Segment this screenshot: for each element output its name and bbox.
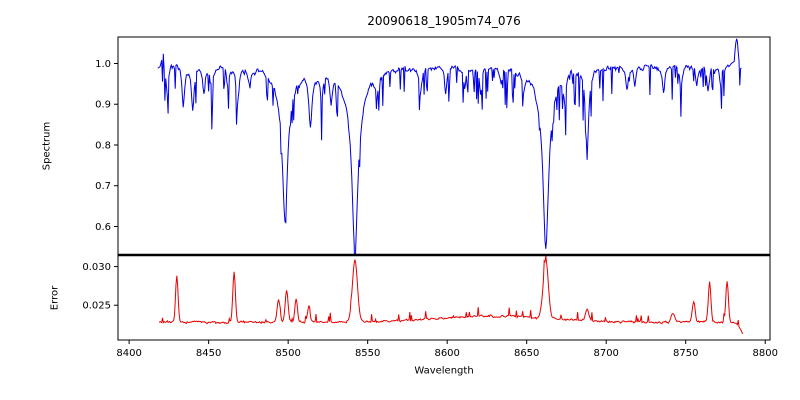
- chart-title: 20090618_1905m74_076: [367, 14, 521, 28]
- spectrum-y-tick-label: 1.0: [95, 59, 111, 70]
- x-tick-label: 8750: [673, 348, 698, 359]
- x-tick-label: 8550: [355, 348, 380, 359]
- x-tick-label: 8450: [196, 348, 221, 359]
- x-tick-label: 8400: [116, 348, 141, 359]
- error-y-tick-label: 0.030: [82, 262, 111, 273]
- error-axes-frame: [117, 254, 771, 341]
- x-axis-label: Wavelength: [414, 365, 474, 377]
- x-tick-label: 8500: [275, 348, 300, 359]
- spectrum-y-tick-label: 0.8: [95, 140, 111, 151]
- spectrum-y-tick-label: 0.6: [95, 222, 111, 233]
- spectrum-line: [157, 38, 742, 255]
- error-y-tick-label: 0.025: [82, 301, 111, 312]
- spectrum-y-tick-label: 0.7: [95, 181, 111, 192]
- x-tick-label: 8650: [514, 348, 539, 359]
- error-line: [158, 255, 744, 335]
- x-tick-label: 8800: [753, 348, 778, 359]
- spectrum-y-tick-label: 0.9: [95, 100, 111, 111]
- x-tick-label: 8700: [593, 348, 618, 359]
- x-tick-label: 8600: [434, 348, 459, 359]
